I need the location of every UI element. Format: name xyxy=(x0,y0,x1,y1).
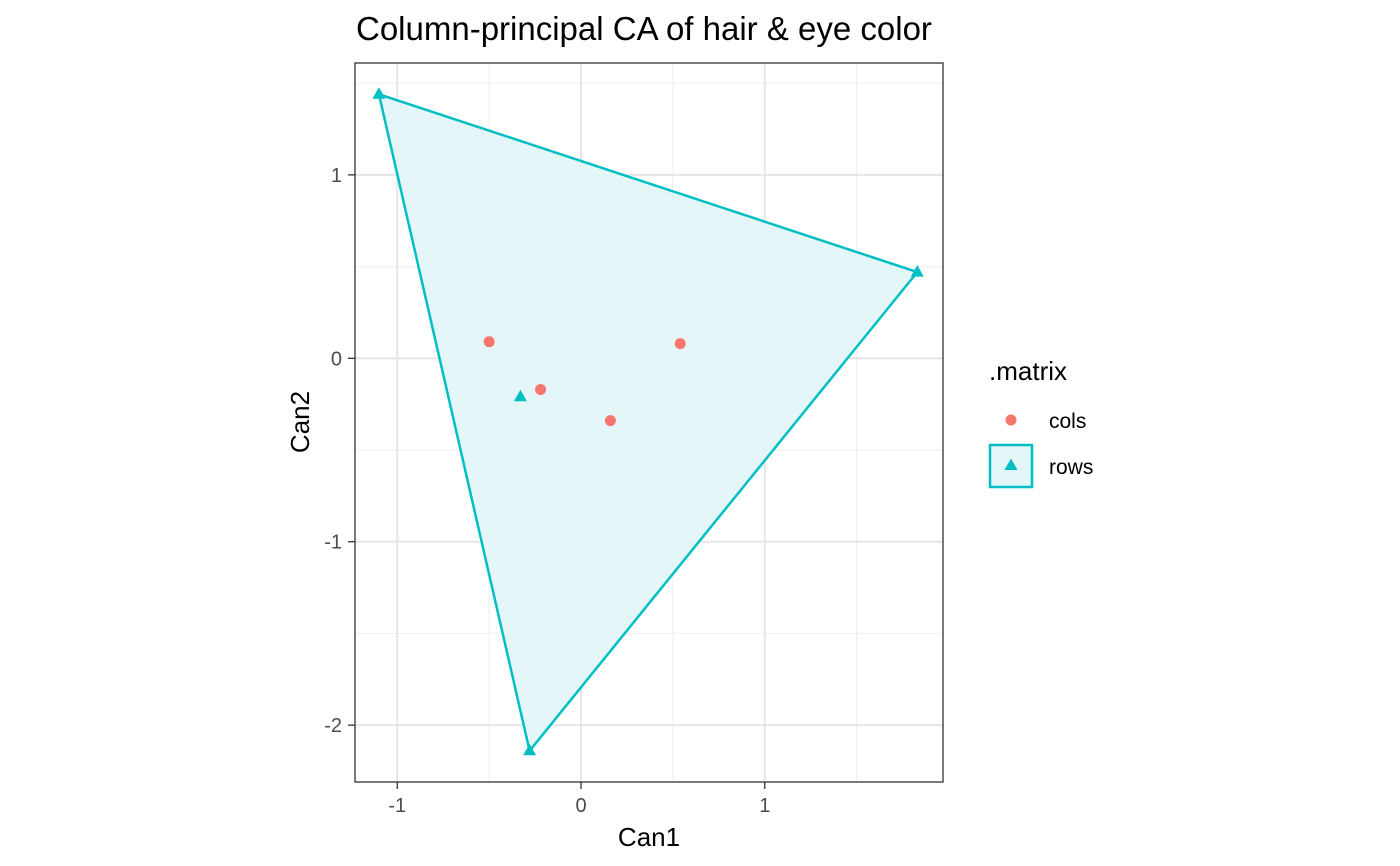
point-rows xyxy=(523,743,537,756)
point-cols xyxy=(604,415,616,427)
legend-label-rows: rows xyxy=(1049,456,1093,479)
panel-border xyxy=(354,62,944,783)
point-cols xyxy=(674,338,686,350)
y-axis-title: Can2 xyxy=(285,391,315,453)
legend-key-rows xyxy=(1004,458,1018,470)
y-tick-label: -1 xyxy=(324,532,342,554)
point-rows xyxy=(513,389,527,402)
y-tick-label: -2 xyxy=(324,715,342,737)
y-tick-label: 1 xyxy=(331,165,342,187)
x-tick-label: 0 xyxy=(575,795,586,817)
points xyxy=(372,87,924,756)
x-axis-title: Can1 xyxy=(618,822,680,852)
legend-key-cols xyxy=(1005,414,1017,426)
rows-hull xyxy=(377,92,919,753)
legend-label-cols: cols xyxy=(1049,410,1086,433)
point-cols xyxy=(535,383,547,395)
y-tick-label: 0 xyxy=(331,348,342,370)
legend-title: .matrix xyxy=(989,356,1067,386)
point-rows xyxy=(910,265,924,277)
x-tick-label: 1 xyxy=(759,795,770,817)
point-cols xyxy=(483,336,495,348)
x-axis-ticks: -1 0 1 xyxy=(388,782,770,817)
chart-title: Column-principal CA of hair & eye color xyxy=(356,10,932,47)
y-axis-ticks: 1 0 -1 -2 xyxy=(324,165,355,737)
point-rows xyxy=(372,87,386,99)
rows-hull-polygon xyxy=(377,92,919,753)
legend: .matrix cols rows xyxy=(988,356,1093,489)
x-tick-label: -1 xyxy=(388,795,406,817)
